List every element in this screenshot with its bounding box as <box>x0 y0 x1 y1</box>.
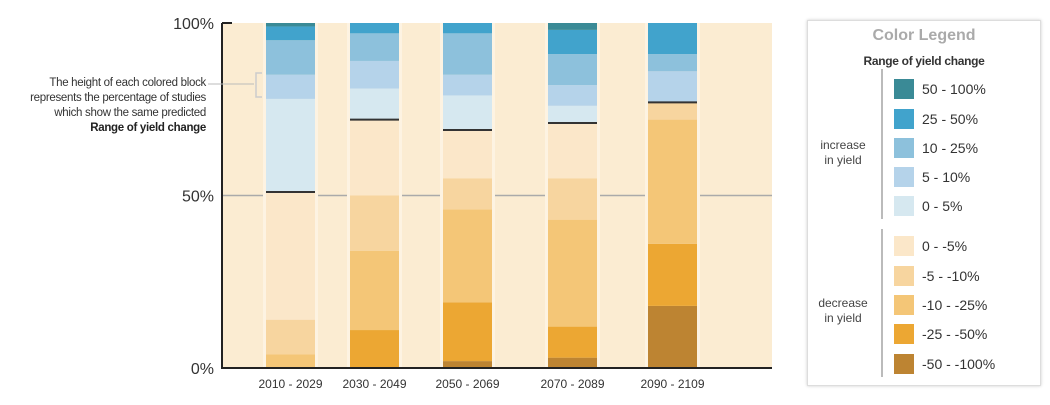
legend-label: 25 - 50% <box>922 111 979 127</box>
bar-segment <box>443 129 492 179</box>
bar-segment <box>648 54 697 72</box>
legend-label: 0 - 5% <box>922 198 963 214</box>
increase-label: increase in yield <box>820 138 866 167</box>
bar-segment <box>443 23 492 34</box>
bar-segment <box>548 54 597 86</box>
bar-segment <box>266 40 315 75</box>
color-legend: Color Legend Range of yield change incre… <box>807 20 1041 386</box>
x-tick-label: 2030 - 2049 <box>342 377 406 391</box>
legend-label: 0 - -5% <box>922 238 968 254</box>
legend-item: -25 - -50% <box>894 324 987 344</box>
legend-item: -10 - -25% <box>894 295 987 315</box>
bar-segment <box>266 23 315 27</box>
stacked-bar-chart: 2010 - 2029 2030 - 2049 2050 - 2069 2070 - … <box>173 16 772 391</box>
x-tick-label: 2010 - 2029 <box>258 377 322 391</box>
legend-label: -5 - -10% <box>922 268 980 284</box>
legend-subtitle: Range of yield change <box>863 54 985 68</box>
legend-swatch <box>894 295 914 315</box>
bar-segment <box>443 302 492 362</box>
legend-item: 5 - 10% <box>894 167 970 187</box>
bar-segment <box>350 23 399 34</box>
bar-segment <box>443 178 492 210</box>
legend-swatch <box>894 266 914 286</box>
x-tick-label: 2070 - 2089 <box>540 377 604 391</box>
legend-swatch <box>894 354 914 374</box>
up-arrow-icon <box>881 69 883 219</box>
bar-segment <box>266 98 315 193</box>
bar-segment <box>266 192 315 320</box>
legend-label: -10 - -25% <box>922 297 988 313</box>
bar-segment <box>548 23 597 30</box>
y-tick-label: 100% <box>173 16 214 33</box>
legend-item: 25 - 50% <box>894 109 978 129</box>
decrease-label: decrease in yield <box>818 296 868 325</box>
bar-segment <box>350 88 399 120</box>
bar-segment <box>350 330 399 368</box>
legend-swatch <box>894 138 914 158</box>
bar-segment <box>266 354 315 368</box>
bar-segment <box>648 119 697 244</box>
legend-swatch <box>894 236 914 256</box>
bar-segment <box>350 119 399 196</box>
bar-segment <box>648 71 697 103</box>
legend-item: 50 - 100% <box>894 79 986 99</box>
bar-segment <box>443 361 492 368</box>
bar-segment <box>443 95 492 130</box>
down-arrow-icon <box>881 229 883 377</box>
bar-segment <box>350 195 399 251</box>
bar-segment <box>443 74 492 96</box>
bar-segment <box>548 105 597 124</box>
legend-label: -50 - -100% <box>922 356 996 372</box>
bar-segment <box>648 23 697 55</box>
bar-segment <box>266 26 315 41</box>
x-tick-label: 2050 - 2069 <box>435 377 499 391</box>
legend-swatch <box>894 324 914 344</box>
annotation-bracket <box>255 72 262 98</box>
annotation: The height of each colored block represe… <box>10 76 206 136</box>
bar-segment <box>648 305 697 368</box>
bar-segment <box>350 33 399 61</box>
legend-swatch <box>894 109 914 129</box>
legend-label: 5 - 10% <box>922 169 971 185</box>
legend-item: 10 - 25% <box>894 138 978 158</box>
bar-segment <box>266 319 315 355</box>
legend-item: 0 - 5% <box>894 196 962 216</box>
y-tick-label: 0% <box>191 361 214 378</box>
annotation-text: The height of each colored block represe… <box>30 77 206 119</box>
bar-segment <box>266 74 315 99</box>
bar-segment <box>548 178 597 220</box>
bar-segment <box>648 243 697 306</box>
bar-segment <box>548 357 597 368</box>
bar-segment <box>548 85 597 106</box>
bar-segment <box>350 60 399 89</box>
legend-label: 10 - 25% <box>922 140 979 156</box>
bar-segment <box>548 123 597 179</box>
annotation-bold: Range of yield change <box>90 122 206 134</box>
y-tick-label: 50% <box>182 189 214 206</box>
legend-item: 0 - -5% <box>894 236 967 256</box>
bar-segment <box>548 29 597 55</box>
legend-swatch <box>894 196 914 216</box>
bar-segment <box>548 326 597 358</box>
bar-segment <box>350 250 399 331</box>
legend-label: -25 - -50% <box>922 326 988 342</box>
legend-swatch <box>894 79 914 99</box>
legend-swatch <box>894 167 914 187</box>
bar-segment <box>443 33 492 75</box>
x-tick-label: 2090 - 2109 <box>640 377 704 391</box>
legend-title: Color Legend <box>872 27 976 44</box>
legend-item: -50 - -100% <box>894 354 995 374</box>
bar-segment <box>548 219 597 327</box>
legend-item: -5 - -10% <box>894 266 980 286</box>
bar-segment <box>443 209 492 303</box>
bar-segment <box>648 102 697 120</box>
legend-label: 50 - 100% <box>922 81 986 97</box>
